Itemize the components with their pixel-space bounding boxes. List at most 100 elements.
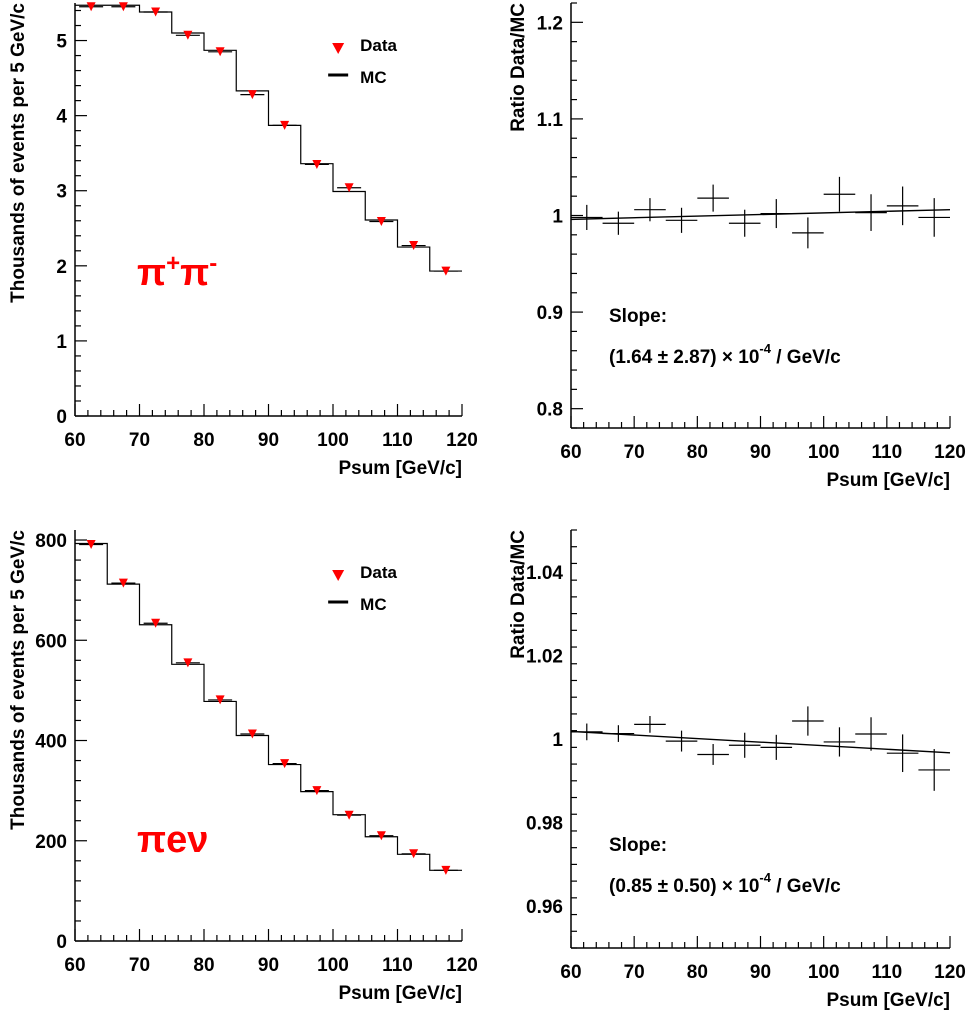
y-axis-title: Ratio Data/MC bbox=[508, 3, 529, 132]
y-tick-label: 1.02 bbox=[526, 646, 563, 667]
data-point bbox=[215, 47, 225, 57]
x-tick-label: 80 bbox=[687, 442, 708, 463]
panel-1: 60 70 80 90 100 110 120 0 1 2 3 4 5 Psum [GeV/c] Thous… bbox=[8, 2, 478, 479]
x-tick-label: 110 bbox=[382, 430, 413, 451]
slope-value-exponent: -4 bbox=[759, 341, 771, 356]
panel-4: 60 70 80 90 100 110 120 0.96 0.98 1 1.02 1.04 Psum [… bbox=[508, 529, 966, 1011]
y-tick-label: 1.04 bbox=[526, 563, 563, 584]
data-point bbox=[312, 786, 322, 796]
mc-histogram bbox=[75, 4, 462, 272]
data-point bbox=[344, 810, 354, 820]
x-tick-label: 70 bbox=[624, 962, 645, 983]
slope-value-unit: / GeV/c bbox=[771, 876, 841, 897]
channel-label: π+π- bbox=[137, 250, 217, 294]
legend-data-label: Data bbox=[360, 563, 397, 582]
y-tick-label: 1.2 bbox=[537, 13, 563, 34]
y-tick-label: 0 bbox=[56, 407, 67, 428]
y-tick-label: 600 bbox=[35, 631, 67, 652]
data-point bbox=[441, 865, 451, 875]
y-tick-label: 1 bbox=[552, 730, 563, 751]
x-tick-label: 60 bbox=[560, 962, 581, 983]
slope-value-main: (1.64 ± 2.87) × 10 bbox=[609, 347, 759, 368]
data-point bbox=[441, 266, 451, 276]
x-axis-title: Psum [GeV/c] bbox=[338, 983, 462, 1004]
data-point bbox=[247, 90, 257, 100]
x-tick-label: 90 bbox=[750, 442, 771, 463]
y-tick-label: 0 bbox=[56, 932, 67, 953]
x-tick-label: 70 bbox=[129, 430, 150, 451]
y-tick-label: 3 bbox=[56, 182, 67, 203]
slope-value-exponent: -4 bbox=[759, 870, 771, 885]
slope-value-main: (0.85 ± 0.50) × 10 bbox=[609, 876, 759, 897]
y-tick-label: 200 bbox=[35, 832, 67, 853]
x-tick-label: 80 bbox=[193, 430, 214, 451]
legend-data-label: Data bbox=[360, 36, 397, 55]
data-point bbox=[118, 2, 128, 12]
data-point bbox=[86, 2, 96, 12]
channel-label-pi1: π bbox=[137, 252, 166, 294]
x-tick-label: 80 bbox=[687, 962, 708, 983]
data-point bbox=[151, 7, 161, 17]
y-tick-label: 1 bbox=[552, 207, 563, 228]
data-point bbox=[151, 618, 161, 628]
fit-line bbox=[570, 730, 951, 754]
data-point bbox=[280, 120, 290, 130]
channel-label: πeν bbox=[137, 819, 208, 861]
y-tick-label: 1.1 bbox=[537, 110, 564, 131]
slope-value: (0.85 ± 0.50) × 10-4 / GeV/c bbox=[609, 870, 841, 897]
x-tick-label: 120 bbox=[934, 962, 966, 983]
y-axis-title: Thousands of events per 5 GeV/c bbox=[8, 530, 29, 830]
y-tick-label: 5 bbox=[56, 32, 67, 53]
data-point bbox=[183, 30, 193, 40]
x-tick-label: 110 bbox=[872, 442, 903, 463]
x-tick-label: 90 bbox=[750, 962, 771, 983]
x-tick-label: 70 bbox=[129, 955, 150, 976]
x-tick-label: 70 bbox=[624, 442, 645, 463]
x-tick-label: 80 bbox=[193, 955, 214, 976]
data-point bbox=[312, 159, 322, 169]
x-axis-title: Psum [GeV/c] bbox=[826, 470, 950, 491]
x-tick-label: 110 bbox=[382, 955, 413, 976]
slope-value-unit: / GeV/c bbox=[771, 347, 841, 368]
x-tick-label: 60 bbox=[64, 430, 85, 451]
data-point bbox=[86, 540, 96, 550]
x-tick-label: 100 bbox=[808, 962, 840, 983]
y-tick-label: 1 bbox=[56, 332, 67, 353]
panel-2: 60 70 80 90 100 110 120 0.8 0.9 1 1.1 1.2 Psum [GeV/… bbox=[508, 2, 966, 491]
x-tick-label: 90 bbox=[258, 430, 279, 451]
y-tick-label: 0.9 bbox=[537, 303, 563, 324]
data-point bbox=[280, 759, 290, 769]
panel-3: 60 70 80 90 100 110 120 0 200 400 600 800 Psum [GeV/… bbox=[8, 530, 478, 1004]
y-axis-title: Ratio Data/MC bbox=[508, 530, 529, 659]
x-tick-label: 60 bbox=[560, 442, 581, 463]
data-point bbox=[247, 729, 257, 739]
x-axis-title: Psum [GeV/c] bbox=[338, 458, 462, 479]
data-point bbox=[376, 217, 386, 227]
x-tick-label: 100 bbox=[808, 442, 840, 463]
legend-mc-label: MC bbox=[360, 68, 386, 87]
x-tick-label: 120 bbox=[934, 442, 966, 463]
data-point bbox=[376, 831, 386, 841]
channel-label-nu: ν bbox=[187, 819, 208, 861]
data-point bbox=[409, 849, 419, 859]
x-tick-label: 110 bbox=[872, 962, 903, 983]
x-tick-label: 100 bbox=[317, 430, 349, 451]
x-axis-title: Psum [GeV/c] bbox=[826, 990, 950, 1011]
x-tick-label: 120 bbox=[446, 430, 478, 451]
legend-data-marker bbox=[332, 570, 345, 581]
y-tick-label: 4 bbox=[56, 107, 67, 128]
legend-mc-label: MC bbox=[360, 595, 386, 614]
channel-label-charge2: - bbox=[209, 250, 217, 277]
fit-line bbox=[570, 209, 951, 221]
y-tick-label: 0.96 bbox=[526, 897, 563, 918]
x-tick-label: 60 bbox=[64, 955, 85, 976]
x-tick-label: 100 bbox=[317, 955, 349, 976]
data-point bbox=[118, 578, 128, 588]
y-tick-label: 400 bbox=[35, 732, 67, 753]
data-point bbox=[344, 183, 354, 193]
data-point bbox=[183, 658, 193, 668]
channel-label-pi2: π bbox=[180, 252, 209, 294]
x-tick-label: 90 bbox=[258, 955, 279, 976]
data-point bbox=[215, 695, 225, 705]
